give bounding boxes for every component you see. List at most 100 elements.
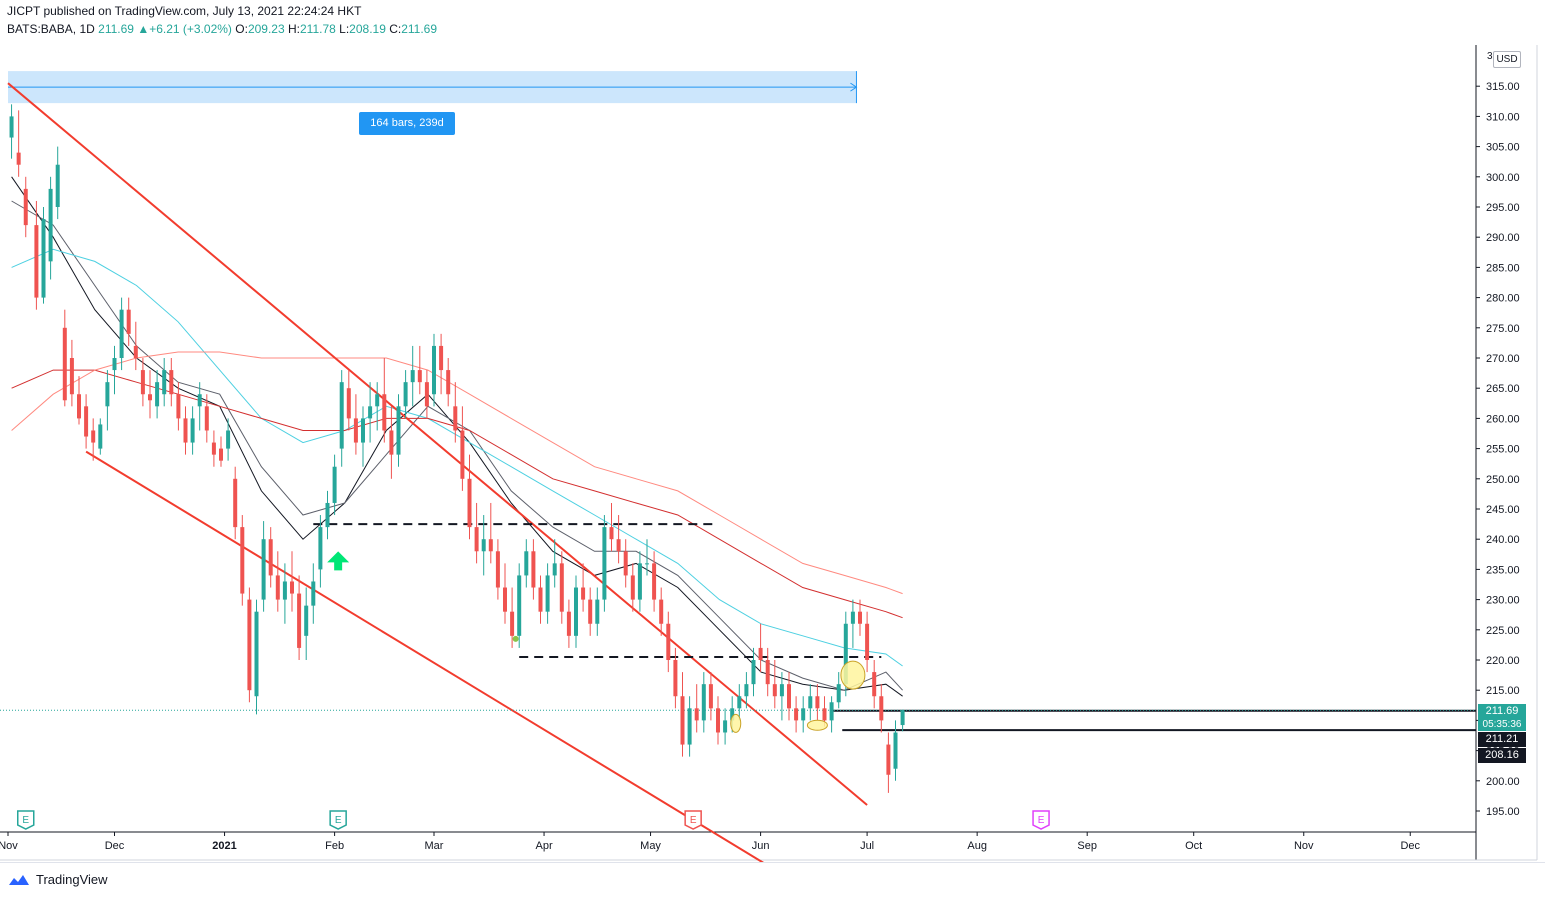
candle [119, 297, 124, 371]
price-tick-label: 315.00 [1486, 81, 1520, 93]
price-tick-label: 230.00 [1486, 595, 1520, 607]
candle [183, 406, 188, 455]
candle [858, 599, 862, 636]
time-tick-label: Feb [325, 840, 344, 852]
candle-body [588, 599, 593, 624]
tradingview-brand[interactable]: TradingView [8, 872, 108, 887]
price-tick-label: 235.00 [1486, 564, 1520, 576]
descending-channel[interactable] [7, 82, 868, 862]
date-range-measure[interactable] [8, 71, 858, 104]
candle-body [247, 599, 252, 691]
horizontal-levels[interactable] [0, 523, 1476, 732]
candle [62, 309, 67, 407]
measure-arrowhead [850, 82, 858, 92]
candle [609, 502, 614, 552]
candle-body [453, 406, 458, 431]
candle-body [758, 647, 763, 660]
publish-line: JICPT published on TradingView.com, July… [7, 4, 362, 18]
candle-body [822, 708, 827, 721]
price-chart[interactable]: 195.00200.00205.00210.00215.00220.00225.… [0, 0, 1545, 862]
candle [105, 370, 110, 431]
candle-body [190, 418, 195, 443]
open-value: 209.23 [247, 22, 285, 36]
candle-body [240, 527, 245, 594]
time-tick-label: Oct [1185, 840, 1202, 852]
time-tick-label: Jun [752, 840, 770, 852]
candle [474, 502, 479, 564]
candle-body [574, 587, 578, 636]
currency-badge[interactable]: USD [1493, 51, 1521, 68]
earnings-marker-frame [684, 810, 702, 830]
candle-body [836, 684, 841, 703]
candle-body [637, 563, 642, 600]
candle [836, 672, 841, 709]
candle [55, 146, 60, 220]
time-tick-label: May [640, 840, 661, 852]
highlight-ellipse-1 [730, 713, 742, 733]
earnings-marker-frame [17, 810, 35, 830]
candle [424, 370, 429, 419]
candle [190, 406, 195, 455]
candle [545, 563, 550, 624]
channel-upper-line [7, 82, 868, 806]
candle-body [261, 539, 266, 600]
candle [829, 696, 834, 733]
candle [48, 176, 53, 280]
candle-body [886, 744, 891, 775]
candle-body [339, 382, 344, 449]
candle-body [211, 442, 216, 455]
candle-body [602, 527, 607, 600]
candle-body [424, 382, 429, 407]
symbol-label: BATS:BABA, 1D [7, 22, 95, 36]
candle-body [673, 660, 678, 697]
candle-body [148, 394, 152, 401]
candle-body [282, 581, 287, 600]
candle-body [609, 527, 614, 540]
price-tick-label: 310.00 [1486, 111, 1520, 123]
candle [375, 382, 380, 431]
candle-body [304, 605, 309, 636]
candle [687, 696, 692, 757]
candle-body [325, 502, 330, 528]
candle-body [439, 345, 444, 371]
high-value: 211.78 [300, 22, 336, 36]
annotations [327, 551, 866, 733]
candle-body [318, 527, 323, 570]
candle [765, 647, 770, 697]
candle [595, 587, 600, 636]
candle [900, 709, 905, 732]
price-tick-label: 265.00 [1486, 383, 1520, 395]
change-value: +6.21 (+3.02%) [149, 22, 232, 36]
candle [318, 515, 323, 588]
candle-body [84, 406, 89, 437]
candle-body [865, 623, 870, 660]
candle-body [69, 358, 74, 395]
candle [332, 454, 337, 516]
time-tick-label: 2021 [212, 840, 236, 852]
candle-body [112, 358, 117, 371]
candle-body [694, 708, 699, 721]
candle-body [765, 660, 770, 685]
tradingview-logo-icon [9, 874, 29, 885]
candle [872, 660, 877, 709]
candle [339, 370, 344, 467]
candle [723, 708, 728, 745]
current-price-label: 211.69 [1478, 704, 1526, 718]
candle [616, 515, 621, 564]
candle [133, 321, 138, 371]
price-tick-label: 200.00 [1486, 776, 1520, 788]
candle-body [659, 599, 664, 624]
earnings-marker-label: E [22, 815, 29, 826]
green-up-arrow-icon [327, 551, 350, 571]
candle [481, 515, 486, 576]
time-axis[interactable]: Nov Dec 2021 Feb Mar Apr May Jun Jul Aug Sep Oct Nov… [0, 832, 1421, 852]
candle-body [815, 696, 820, 709]
candle-body [446, 370, 451, 395]
earnings-marker-frame [1032, 810, 1050, 830]
candle-body [723, 720, 728, 733]
candle [794, 696, 799, 733]
time-tick-label: Nov [0, 840, 18, 852]
candle [779, 672, 784, 721]
high-label: H: [288, 22, 300, 36]
